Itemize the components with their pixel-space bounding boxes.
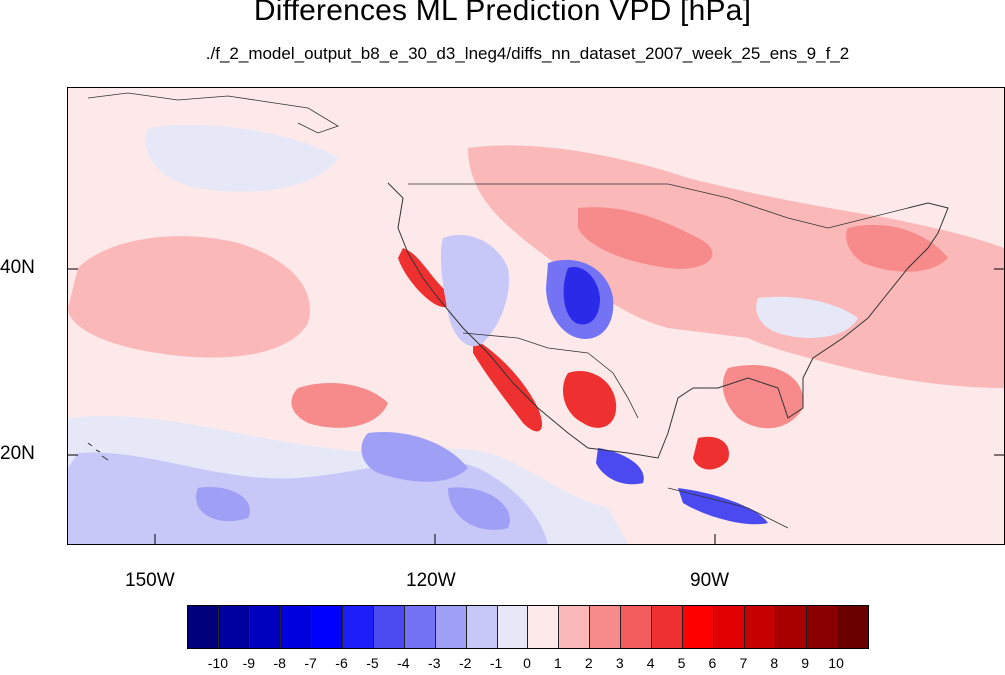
- field-positive-pacific: [68, 236, 310, 358]
- coastline-hawaii: [87, 442, 109, 461]
- y-tick-20n: 20N: [0, 443, 35, 464]
- map-field: [68, 92, 1004, 544]
- colorbar-swatch: [621, 606, 653, 648]
- colorbar-swatch: [497, 606, 529, 648]
- x-tick-90w: 90W: [690, 570, 730, 591]
- colorbar-tick-label: 1: [554, 655, 562, 671]
- colorbar-tick-label: 7: [739, 655, 748, 671]
- x-tick-120w: 120W: [406, 570, 456, 591]
- colorbar-tick-label: 5: [677, 655, 686, 671]
- y-tick-40n: 40N: [0, 257, 35, 278]
- colorbar-labels: -10 -9 -8 -7 -6 -5 -4 -3 -2 -1 0 1 2 3 4 5 6 7 8 9 10: [0, 655, 1005, 675]
- coastline-alaska: [87, 92, 339, 134]
- colorbar-tick-label: -10: [207, 655, 229, 671]
- colorbar-swatch: [218, 606, 250, 648]
- colorbar-swatch: [404, 606, 436, 648]
- colorbar-tick-label: 2: [584, 655, 593, 671]
- field-negative-rockies-core: [563, 267, 600, 325]
- colorbar-swatch: [590, 606, 622, 648]
- colorbar-swatch: [807, 606, 839, 648]
- field-negative-great-basin: [440, 234, 509, 347]
- colorbar-swatch: [466, 606, 498, 648]
- field-positive-northeast: [846, 224, 948, 272]
- colorbar-swatch: [311, 606, 343, 648]
- colorbar-tick-label: -4: [397, 655, 410, 671]
- field-positive-southeast: [722, 364, 804, 429]
- field-positive-baja: [473, 338, 543, 432]
- colorbar-tick-label: 8: [770, 655, 779, 671]
- field-negative-patches: [196, 432, 510, 530]
- colorbar-swatch: [373, 606, 405, 648]
- field-negative-north: [145, 124, 338, 192]
- colorbar-tick-label: -6: [335, 655, 348, 671]
- coastline-north-america: [387, 182, 949, 459]
- colorbar-swatch: [776, 606, 808, 648]
- colorbar-swatch: [652, 606, 684, 648]
- field-positive-texas: [563, 371, 617, 428]
- colorbar-swatch: [280, 606, 312, 648]
- colorbar-swatch: [838, 606, 868, 648]
- colorbar-tick-label: -2: [458, 655, 472, 671]
- field-positive-north-plains: [468, 145, 1004, 388]
- field-positive-california: [398, 248, 451, 308]
- x-tick-150w: 150W: [125, 570, 175, 591]
- colorbar-swatch: [342, 606, 374, 648]
- colorbar-tick-label: -5: [366, 655, 379, 671]
- field-positive-midwest: [578, 207, 713, 269]
- colorbar-swatch: [745, 606, 777, 648]
- border-us-canada: [408, 183, 909, 229]
- colorbar-tick-label: -8: [273, 655, 286, 671]
- border-us-mexico: [462, 332, 639, 419]
- map-panel: [67, 87, 1005, 545]
- colorbar-tick-label: -1: [489, 655, 503, 671]
- coastline-central-america: [667, 487, 789, 529]
- colorbar-tick-label: -9: [242, 655, 256, 671]
- colorbar-tick-label: 6: [708, 655, 717, 671]
- colorbar-tick-label: 0: [523, 655, 531, 671]
- colorbar-swatch: [249, 606, 281, 648]
- field-positive-mexico-gulf: [693, 436, 729, 470]
- colorbar-tick-label: 4: [646, 655, 655, 671]
- colorbar-tick-label: 9: [801, 655, 810, 671]
- map-title: Differences ML Prediction VPD [hPa]: [253, 0, 752, 27]
- colorbar: [187, 605, 869, 649]
- colorbar-tick-label: -3: [428, 655, 441, 671]
- map-subtitle: ./f_2_model_output_b8_e_30_d3_lneg4/diff…: [205, 44, 850, 63]
- colorbar-swatch: [435, 606, 467, 648]
- colorbar-swatch: [188, 606, 219, 648]
- colorbar-swatch: [714, 606, 746, 648]
- colorbar-tick-label: 3: [615, 655, 624, 671]
- map-ticks: [68, 268, 1004, 544]
- colorbar-tick-label: 10: [828, 655, 844, 671]
- colorbar-swatch: [683, 606, 715, 648]
- colorbar-swatch: [559, 606, 591, 648]
- colorbar-swatch: [528, 606, 560, 648]
- field-positive-pacific-2: [291, 383, 388, 428]
- colorbar-tick-label: -7: [304, 655, 317, 671]
- field-negative-mexico: [596, 448, 768, 525]
- field-negative-east: [756, 296, 858, 338]
